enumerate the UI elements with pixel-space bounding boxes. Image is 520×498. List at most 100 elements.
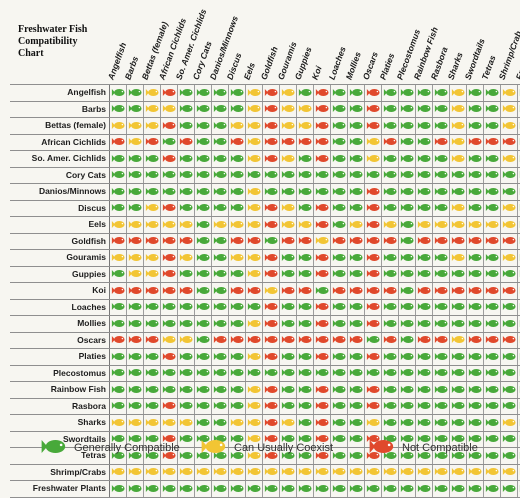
compatibility-cell bbox=[449, 200, 466, 216]
fish-icon bbox=[485, 282, 499, 300]
column-header: Angelfish bbox=[106, 0, 129, 84]
compatibility-cell bbox=[262, 167, 279, 183]
fish-icon bbox=[179, 331, 193, 349]
fish-icon bbox=[366, 100, 380, 118]
compatibility-cell bbox=[432, 184, 449, 200]
fish-icon bbox=[111, 183, 125, 201]
column-header: Oscars bbox=[361, 0, 380, 84]
compatibility-cell bbox=[194, 382, 211, 398]
fish-icon bbox=[400, 166, 414, 184]
compatibility-cell bbox=[177, 316, 194, 332]
compatibility-cell bbox=[296, 184, 313, 200]
fish-icon bbox=[315, 447, 329, 465]
fish-icon bbox=[485, 397, 499, 415]
fish-icon bbox=[485, 249, 499, 267]
row-label: Koi bbox=[92, 285, 106, 295]
compatibility-cell bbox=[194, 167, 211, 183]
compatibility-cell bbox=[194, 118, 211, 134]
fish-icon bbox=[213, 183, 227, 201]
compatibility-cell bbox=[211, 250, 228, 266]
fish-icon bbox=[162, 232, 176, 250]
fish-icon bbox=[434, 315, 448, 333]
fish-icon bbox=[111, 480, 125, 498]
fish-icon bbox=[366, 84, 380, 102]
fish-icon bbox=[315, 414, 329, 432]
compatibility-cell bbox=[313, 217, 330, 233]
compatibility-cell bbox=[177, 151, 194, 167]
compatibility-cell bbox=[126, 332, 143, 348]
compatibility-cell bbox=[364, 184, 381, 200]
row-label: Freshwater Plants bbox=[32, 483, 106, 493]
table-row: Goldfish bbox=[10, 232, 520, 250]
compatibility-cell bbox=[279, 431, 296, 447]
compatibility-cell bbox=[449, 217, 466, 233]
compatibility-cell bbox=[143, 250, 160, 266]
compatibility-cell bbox=[330, 349, 347, 365]
compatibility-cell bbox=[330, 233, 347, 249]
compatibility-cell bbox=[313, 200, 330, 216]
fish-icon bbox=[213, 265, 227, 283]
fish-icon bbox=[281, 199, 295, 217]
fish-icon bbox=[383, 447, 397, 465]
fish-icon bbox=[247, 232, 261, 250]
compatibility-cell bbox=[296, 398, 313, 414]
compatibility-cell bbox=[483, 200, 500, 216]
compatibility-cell bbox=[177, 283, 194, 299]
fish-icon bbox=[213, 331, 227, 349]
table-row: Tetras bbox=[10, 447, 520, 464]
column-headers: Angelfish Barbs Bettas (female) African Cic… bbox=[106, 0, 520, 84]
fish-icon bbox=[315, 150, 329, 168]
compatibility-cell bbox=[347, 481, 364, 497]
fish-icon bbox=[468, 183, 482, 201]
compatibility-cell bbox=[381, 415, 398, 431]
fish-icon bbox=[213, 216, 227, 234]
fish-icon bbox=[247, 298, 261, 316]
fish-icon bbox=[485, 315, 499, 333]
fish-icon bbox=[179, 480, 193, 498]
column-header: Mollies bbox=[344, 0, 363, 84]
fish-icon bbox=[281, 265, 295, 283]
fish-icon bbox=[196, 216, 210, 234]
fish-icon bbox=[315, 117, 329, 135]
compatibility-cell bbox=[432, 415, 449, 431]
compatibility-cell bbox=[143, 233, 160, 249]
compatibility-cell bbox=[262, 283, 279, 299]
compatibility-cell bbox=[398, 448, 415, 464]
fish-icon bbox=[298, 463, 312, 481]
fish-icon bbox=[502, 348, 516, 366]
compatibility-cell bbox=[160, 316, 177, 332]
compatibility-cell bbox=[143, 398, 160, 414]
compatibility-cell bbox=[415, 415, 432, 431]
fish-icon bbox=[383, 381, 397, 399]
fish-icon bbox=[128, 84, 142, 102]
compatibility-cell bbox=[211, 134, 228, 150]
fish-icon bbox=[315, 315, 329, 333]
compatibility-cell bbox=[500, 316, 517, 332]
compatibility-cell bbox=[109, 184, 126, 200]
compatibility-cell bbox=[245, 349, 262, 365]
fish-icon bbox=[400, 480, 414, 498]
fish-icon bbox=[451, 100, 465, 118]
compatibility-cell bbox=[194, 299, 211, 315]
fish-icon bbox=[383, 364, 397, 382]
compatibility-cell bbox=[228, 118, 245, 134]
fish-icon bbox=[315, 364, 329, 382]
compatibility-cell bbox=[415, 448, 432, 464]
fish-icon bbox=[434, 117, 448, 135]
compatibility-cell bbox=[296, 463, 313, 481]
fish-icon bbox=[417, 315, 431, 333]
compatibility-cell bbox=[279, 85, 296, 101]
fish-icon bbox=[417, 166, 431, 184]
compatibility-cell bbox=[177, 481, 194, 497]
compatibility-cell bbox=[211, 481, 228, 497]
compatibility-cell bbox=[296, 481, 313, 497]
fish-icon bbox=[128, 232, 142, 250]
fish-icon bbox=[128, 133, 142, 151]
fish-icon bbox=[451, 282, 465, 300]
fish-icon bbox=[417, 414, 431, 432]
fish-icon bbox=[230, 364, 244, 382]
fish-icon bbox=[332, 480, 346, 498]
compatibility-cell bbox=[143, 349, 160, 365]
fish-icon bbox=[179, 414, 193, 432]
fish-icon bbox=[230, 381, 244, 399]
